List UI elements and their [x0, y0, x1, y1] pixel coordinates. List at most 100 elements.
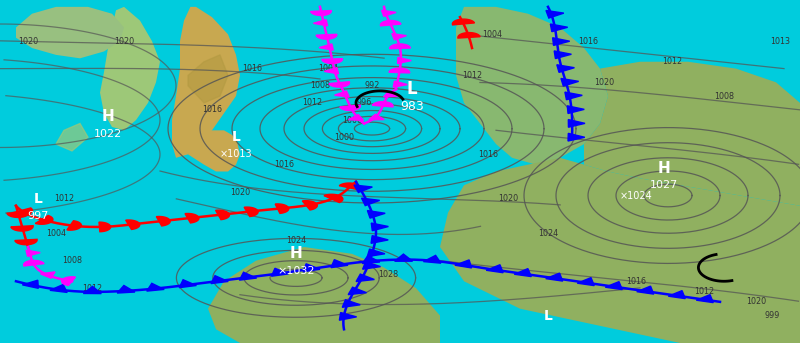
Polygon shape — [384, 91, 399, 97]
Polygon shape — [557, 65, 574, 72]
Polygon shape — [423, 256, 441, 263]
Polygon shape — [668, 291, 686, 299]
Text: 1012: 1012 — [694, 287, 714, 296]
Polygon shape — [578, 277, 594, 286]
Polygon shape — [56, 123, 88, 151]
Polygon shape — [314, 20, 327, 26]
Polygon shape — [172, 7, 240, 158]
Polygon shape — [389, 68, 410, 73]
Polygon shape — [324, 194, 343, 203]
Text: L: L — [543, 309, 553, 322]
Polygon shape — [514, 269, 531, 276]
Polygon shape — [26, 250, 40, 256]
Polygon shape — [546, 273, 562, 281]
Polygon shape — [50, 284, 67, 293]
Polygon shape — [398, 57, 411, 63]
Polygon shape — [22, 280, 38, 288]
Text: ×1032: ×1032 — [278, 266, 314, 276]
Text: 1008: 1008 — [714, 92, 734, 100]
Text: 1027: 1027 — [650, 180, 678, 190]
Text: 1016: 1016 — [242, 64, 262, 73]
Text: 1012: 1012 — [662, 57, 682, 66]
Text: 997: 997 — [28, 211, 49, 221]
Text: L: L — [231, 130, 241, 144]
Polygon shape — [382, 10, 396, 16]
Polygon shape — [12, 208, 33, 215]
Polygon shape — [356, 274, 374, 282]
Text: 1020: 1020 — [18, 37, 38, 46]
Polygon shape — [696, 295, 714, 303]
Polygon shape — [584, 62, 800, 206]
Polygon shape — [458, 33, 480, 38]
Polygon shape — [179, 280, 196, 288]
Polygon shape — [275, 204, 289, 213]
Text: 1016: 1016 — [626, 277, 646, 286]
Polygon shape — [24, 260, 44, 266]
Text: 1004: 1004 — [482, 30, 502, 39]
Polygon shape — [568, 120, 585, 127]
Polygon shape — [348, 115, 364, 120]
Polygon shape — [271, 268, 289, 276]
Text: 1020: 1020 — [230, 188, 250, 197]
Polygon shape — [239, 272, 257, 280]
Polygon shape — [440, 158, 800, 343]
Polygon shape — [16, 7, 124, 58]
Polygon shape — [303, 264, 320, 272]
Polygon shape — [100, 7, 160, 130]
Polygon shape — [322, 59, 342, 63]
Text: 1024: 1024 — [286, 236, 306, 245]
Polygon shape — [362, 198, 380, 205]
Polygon shape — [567, 106, 584, 114]
Polygon shape — [331, 260, 348, 268]
Polygon shape — [324, 68, 338, 74]
Polygon shape — [211, 276, 228, 284]
Text: 1012: 1012 — [302, 98, 322, 107]
Text: 1012: 1012 — [82, 284, 102, 293]
Text: 1016: 1016 — [274, 160, 294, 169]
Text: 1008: 1008 — [310, 81, 330, 90]
Text: L: L — [34, 192, 43, 206]
Polygon shape — [340, 105, 360, 110]
Text: 1020: 1020 — [594, 78, 614, 87]
Polygon shape — [606, 282, 622, 289]
Polygon shape — [561, 79, 578, 86]
Text: 983: 983 — [400, 100, 424, 113]
Polygon shape — [339, 183, 361, 190]
Polygon shape — [553, 38, 570, 45]
Polygon shape — [390, 44, 410, 49]
Polygon shape — [392, 34, 406, 40]
Polygon shape — [362, 262, 381, 269]
Polygon shape — [188, 130, 240, 172]
Text: 1000: 1000 — [334, 133, 354, 142]
Polygon shape — [565, 92, 582, 100]
Polygon shape — [394, 81, 407, 87]
Polygon shape — [215, 210, 230, 220]
Text: L: L — [406, 80, 418, 98]
Text: H: H — [658, 161, 670, 176]
Polygon shape — [35, 215, 53, 224]
Polygon shape — [118, 285, 135, 293]
Polygon shape — [367, 211, 385, 218]
Polygon shape — [455, 260, 472, 268]
Polygon shape — [568, 133, 585, 141]
Polygon shape — [62, 277, 75, 285]
Text: H: H — [102, 109, 114, 124]
Polygon shape — [146, 283, 164, 291]
Text: 1000: 1000 — [342, 116, 362, 125]
Polygon shape — [452, 19, 474, 25]
Polygon shape — [362, 256, 380, 263]
Text: 1016: 1016 — [478, 150, 498, 159]
Polygon shape — [126, 220, 140, 229]
Polygon shape — [99, 222, 110, 232]
Text: 1020: 1020 — [746, 297, 766, 306]
Polygon shape — [11, 226, 33, 231]
Polygon shape — [354, 185, 372, 192]
Text: 999: 999 — [764, 311, 780, 320]
Polygon shape — [371, 223, 389, 231]
Text: 996: 996 — [356, 98, 372, 107]
Polygon shape — [329, 82, 350, 87]
Polygon shape — [637, 286, 654, 294]
Text: ×1024: ×1024 — [620, 190, 652, 201]
Text: 1012: 1012 — [462, 71, 482, 80]
Polygon shape — [7, 212, 29, 217]
